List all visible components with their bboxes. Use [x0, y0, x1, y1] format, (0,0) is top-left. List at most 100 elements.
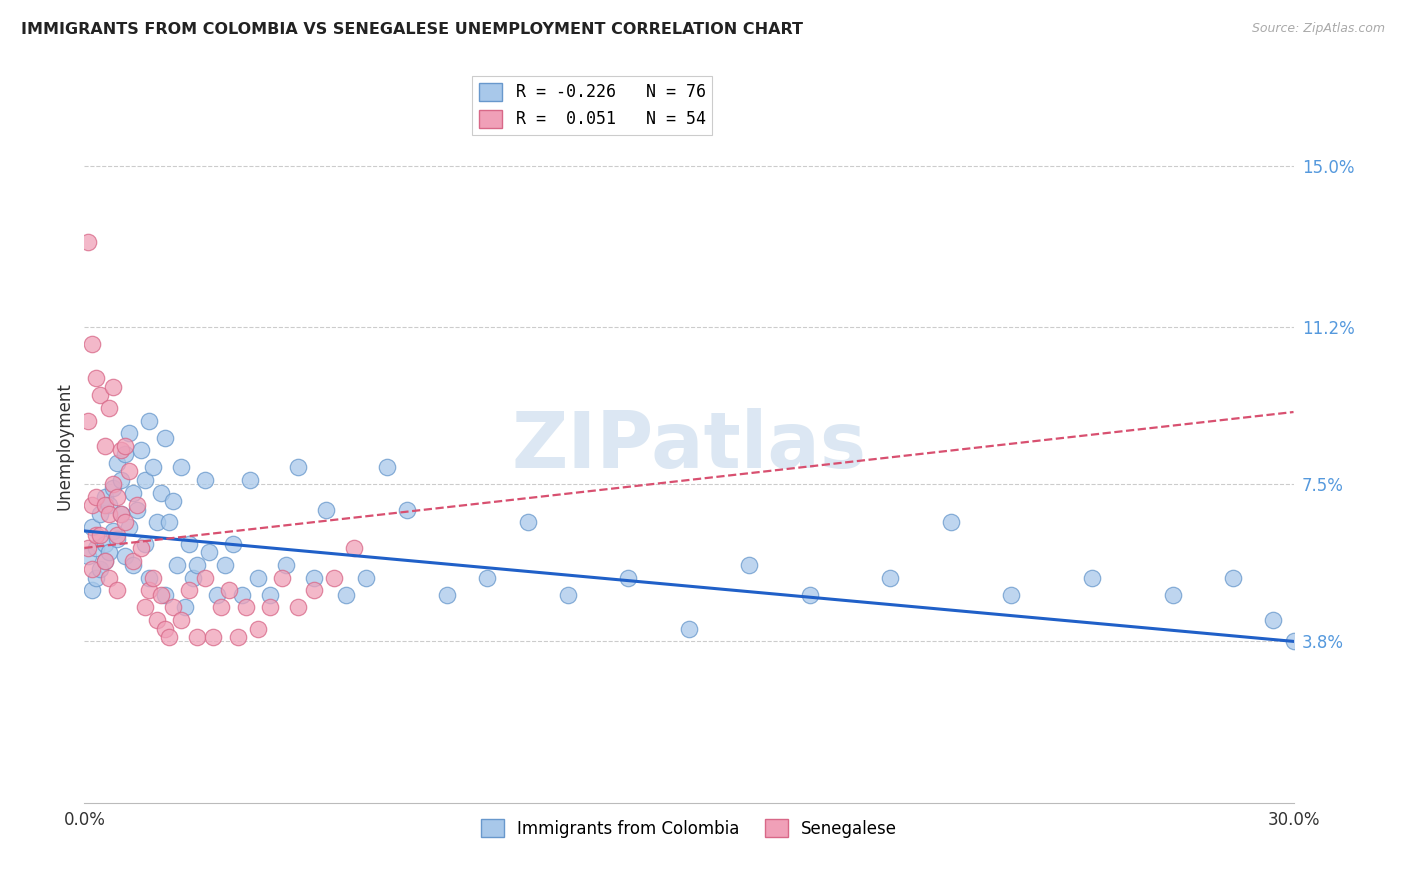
Point [226, 630, 249, 644]
Point [678, 622, 700, 636]
Point [1161, 588, 1184, 602]
Point [939, 516, 962, 530]
Point [239, 473, 262, 487]
Point [315, 502, 337, 516]
Point [246, 622, 269, 636]
Point [356, 571, 378, 585]
Point [170, 460, 193, 475]
Point [93, 537, 115, 551]
Point [222, 537, 245, 551]
Point [105, 490, 128, 504]
Point [198, 545, 221, 559]
Point [82, 337, 104, 351]
Point [1282, 634, 1305, 648]
Point [179, 583, 201, 598]
Point [209, 600, 232, 615]
Point [89, 528, 111, 542]
Point [110, 443, 132, 458]
Point [157, 630, 180, 644]
Point [118, 426, 141, 441]
Point [214, 558, 236, 572]
Point [516, 516, 538, 530]
Point [77, 235, 100, 249]
Point [110, 507, 132, 521]
Point [138, 413, 160, 427]
Point [93, 554, 115, 568]
Point [77, 413, 100, 427]
Point [82, 519, 104, 533]
Point [142, 460, 165, 475]
Point [335, 588, 357, 602]
Point [170, 613, 193, 627]
Point [181, 571, 204, 585]
Point [82, 583, 104, 598]
Point [162, 494, 184, 508]
Point [302, 583, 325, 598]
Point [97, 401, 120, 415]
Point [86, 371, 108, 385]
Point [121, 554, 143, 568]
Point [302, 571, 325, 585]
Point [138, 571, 160, 585]
Point [1263, 613, 1285, 627]
Point [231, 588, 253, 602]
Point [146, 516, 169, 530]
Point [287, 460, 309, 475]
Point [114, 439, 136, 453]
Point [259, 600, 281, 615]
Point [477, 571, 499, 585]
Point [118, 519, 141, 533]
Point [86, 571, 108, 585]
Point [738, 558, 761, 572]
Point [114, 516, 136, 530]
Point [259, 588, 281, 602]
Point [105, 456, 128, 470]
Point [343, 541, 366, 555]
Text: ZIPatlas: ZIPatlas [512, 408, 866, 484]
Point [77, 549, 100, 564]
Point [93, 499, 115, 513]
Point [114, 448, 136, 462]
Point [101, 524, 124, 538]
Point [202, 630, 225, 644]
Point [121, 485, 143, 500]
Point [162, 600, 184, 615]
Point [97, 545, 120, 559]
Point [153, 622, 176, 636]
Point [101, 379, 124, 393]
Point [1222, 571, 1244, 585]
Point [134, 600, 156, 615]
Point [89, 562, 111, 576]
Point [134, 473, 156, 487]
Point [270, 571, 292, 585]
Y-axis label: Unemployment: Unemployment [55, 382, 73, 510]
Point [207, 588, 229, 602]
Point [138, 583, 160, 598]
Point [97, 571, 120, 585]
Point [142, 571, 165, 585]
Point [166, 558, 188, 572]
Point [118, 465, 141, 479]
Point [105, 583, 128, 598]
Point [101, 482, 124, 496]
Point [375, 460, 398, 475]
Point [129, 541, 152, 555]
Point [121, 558, 143, 572]
Point [129, 443, 152, 458]
Point [395, 502, 418, 516]
Point [86, 490, 108, 504]
Point [125, 502, 148, 516]
Point [879, 571, 901, 585]
Point [105, 528, 128, 542]
Point [101, 477, 124, 491]
Point [186, 630, 208, 644]
Point [149, 485, 172, 500]
Point [186, 558, 208, 572]
Point [194, 473, 217, 487]
Point [134, 537, 156, 551]
Point [82, 499, 104, 513]
Text: IMMIGRANTS FROM COLOMBIA VS SENEGALESE UNEMPLOYMENT CORRELATION CHART: IMMIGRANTS FROM COLOMBIA VS SENEGALESE U… [21, 22, 803, 37]
Point [89, 507, 111, 521]
Point [97, 507, 120, 521]
Point [105, 533, 128, 547]
